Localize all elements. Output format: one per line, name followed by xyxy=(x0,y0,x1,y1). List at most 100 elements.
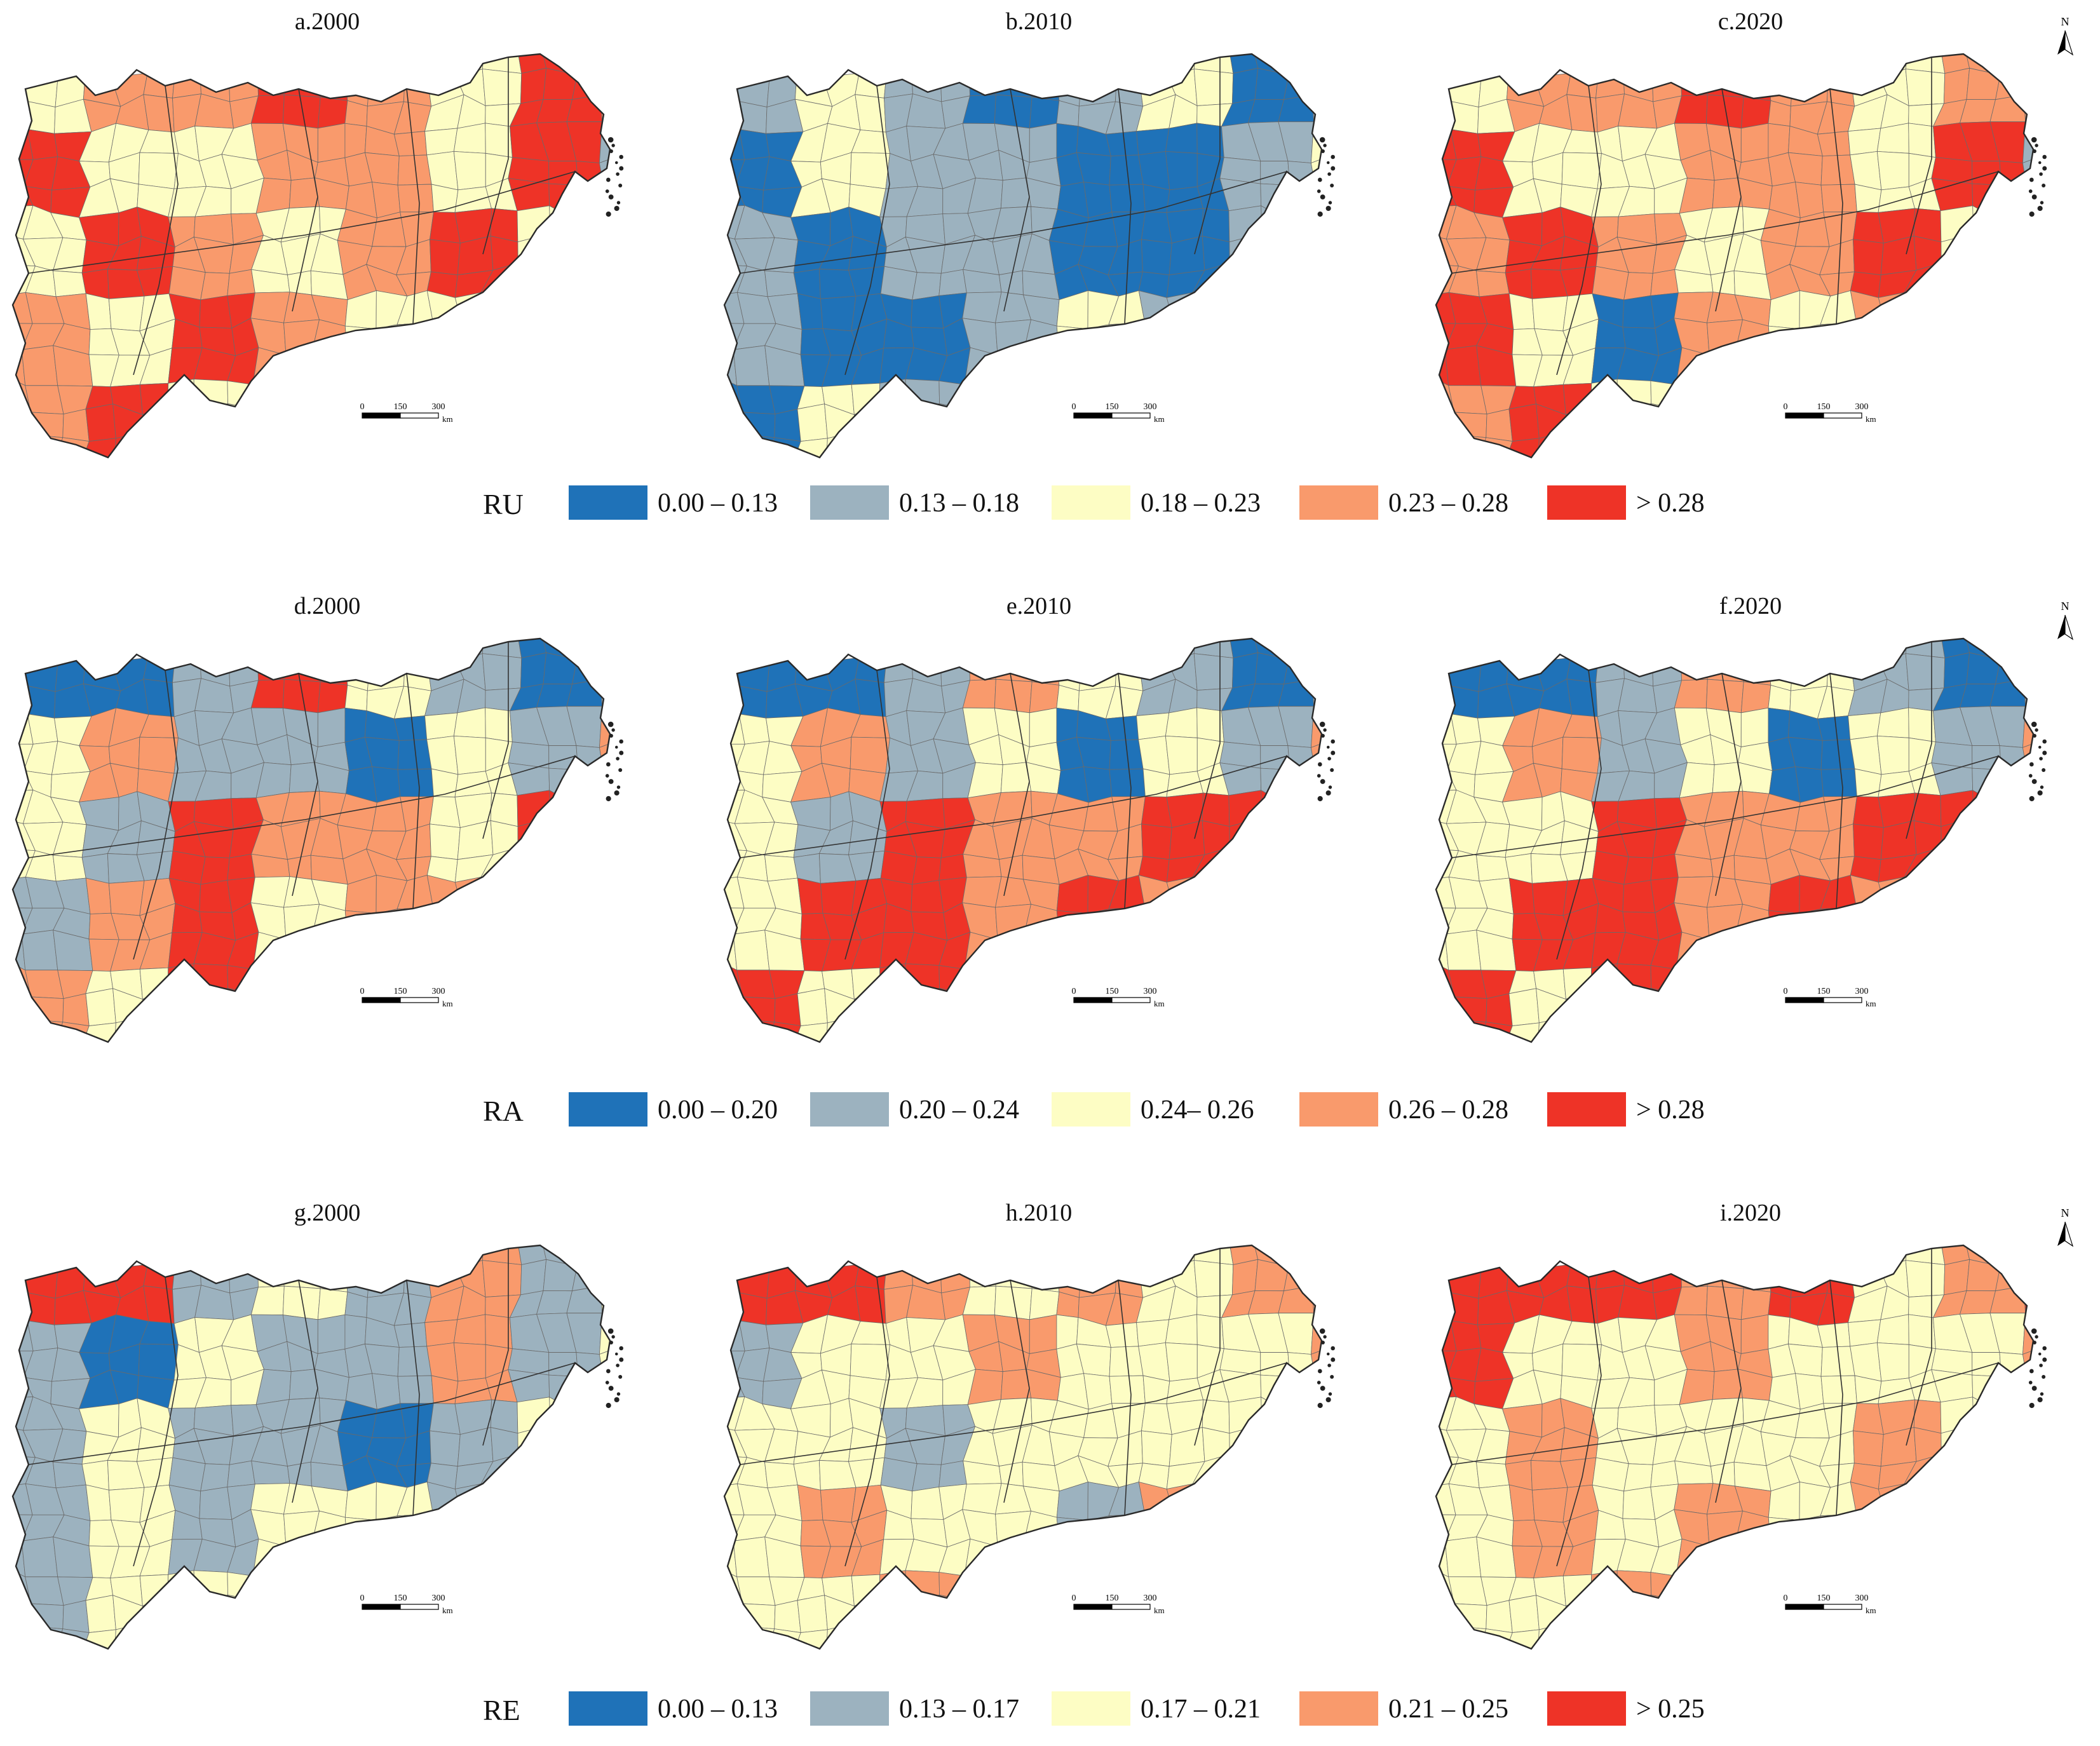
region-cell xyxy=(1561,1343,1602,1381)
scale-bar: 0 150 300 km xyxy=(1072,1594,1165,1615)
region-cell xyxy=(548,183,579,220)
island-dot xyxy=(614,1352,618,1356)
region-cell xyxy=(167,379,195,412)
scale-bar-segment xyxy=(1823,997,1862,1003)
region-cell xyxy=(999,1461,1024,1487)
legend-label: 0.21 – 0.25 xyxy=(1388,1695,1508,1724)
province-boundary xyxy=(406,88,420,325)
region-cell xyxy=(1972,1374,2002,1411)
choropleth-map: 0 150 300 km xyxy=(723,637,1336,1043)
region-cell xyxy=(85,1595,116,1634)
island-dot xyxy=(1317,774,1321,778)
region-cell xyxy=(1995,1260,2029,1292)
region-cell xyxy=(13,931,26,971)
region-cell xyxy=(227,987,255,1026)
region-cell xyxy=(396,1513,435,1538)
island-dot xyxy=(608,194,614,200)
island-dot xyxy=(1319,721,1325,728)
region-cell xyxy=(1477,1628,1513,1649)
choropleth-map: 0 150 300 km xyxy=(723,1244,1336,1650)
province-boundary xyxy=(740,171,1287,274)
region-cell xyxy=(1740,1314,1769,1355)
region-cell xyxy=(344,325,377,359)
region-cell xyxy=(962,876,1002,908)
region-cell xyxy=(1905,653,1946,691)
island-dot xyxy=(606,177,611,182)
province-boundary xyxy=(133,85,179,376)
island-dot xyxy=(1318,1369,1322,1374)
island-dot xyxy=(2029,1369,2034,1374)
region-cell xyxy=(257,655,285,681)
choropleth-map: 0 150 300 km xyxy=(11,1244,624,1650)
region-cells xyxy=(1436,54,2033,457)
region-cell xyxy=(1622,1486,1656,1520)
island-dot xyxy=(1317,795,1323,802)
region-cell xyxy=(851,1574,881,1607)
region-cell xyxy=(1820,1375,1857,1404)
region-cell xyxy=(317,123,346,163)
region-cell xyxy=(490,236,518,271)
region-cell xyxy=(1562,382,1592,416)
panel-a: a.2000 0 150 300 km xyxy=(0,6,654,489)
island-dot xyxy=(609,733,613,738)
region-cell xyxy=(373,1515,405,1550)
north-arrow-label: N xyxy=(2061,15,2070,28)
island-dot xyxy=(1331,750,1336,755)
region-cell xyxy=(199,295,233,328)
study-area-outline xyxy=(11,53,611,459)
island-dot xyxy=(1330,1375,1334,1379)
region-cell xyxy=(344,910,377,944)
region-cell xyxy=(1136,128,1170,156)
island-dot xyxy=(619,739,623,744)
region-cell xyxy=(1202,236,1230,271)
province-boundary xyxy=(844,85,890,376)
region-cell xyxy=(1616,963,1651,996)
island-dot xyxy=(611,1335,615,1339)
island-dot xyxy=(2042,1346,2047,1351)
north-arrow-half xyxy=(2064,30,2074,56)
region-cell xyxy=(424,128,458,156)
region-cell xyxy=(1768,1257,1794,1298)
region-cell xyxy=(138,1343,179,1381)
legend-swatch xyxy=(1299,1691,1378,1726)
region-cell xyxy=(1705,1285,1744,1320)
region-cell xyxy=(1193,1260,1234,1297)
region-cell xyxy=(21,930,58,971)
region-cell xyxy=(139,967,169,1000)
scale-bar-label: 0 xyxy=(1072,1594,1076,1603)
region-cell xyxy=(1768,123,1791,158)
island-dot xyxy=(1323,728,1327,732)
region-cell xyxy=(1105,715,1139,741)
region-cell xyxy=(53,1022,90,1042)
province-boundary xyxy=(1118,1280,1132,1516)
province-boundary xyxy=(133,670,179,960)
region-cell xyxy=(1108,1513,1146,1538)
region-cell xyxy=(1029,707,1057,748)
region-cell xyxy=(855,679,886,717)
island-dot xyxy=(619,750,624,755)
region-cell xyxy=(1436,347,1449,386)
region-cell xyxy=(1768,910,1800,944)
scale-bar: 0 150 300 km xyxy=(1072,987,1165,1008)
region-cell xyxy=(1820,907,1858,931)
region-cell xyxy=(1109,768,1146,797)
island-dot xyxy=(2042,739,2047,744)
region-cell xyxy=(572,69,606,100)
region-cell xyxy=(1817,1322,1851,1348)
legend-swatch xyxy=(1052,485,1130,520)
island-dot xyxy=(1331,154,1335,159)
scale-bar-segment xyxy=(400,412,439,419)
panel-title: b.2010 xyxy=(1005,8,1073,35)
region-cell xyxy=(393,715,428,741)
region-cell xyxy=(1531,880,1568,916)
region-cell xyxy=(850,1343,890,1381)
region-cell xyxy=(1476,855,1510,882)
scale-bar-segment xyxy=(1823,412,1862,419)
province-boundary xyxy=(1906,642,1932,839)
region-cell xyxy=(962,292,1002,323)
region-cell xyxy=(572,1260,606,1292)
region-cell xyxy=(199,1486,233,1520)
region-cell xyxy=(1595,1262,1625,1290)
legend-swatch xyxy=(1299,1092,1378,1127)
region-cell xyxy=(1972,768,2002,804)
